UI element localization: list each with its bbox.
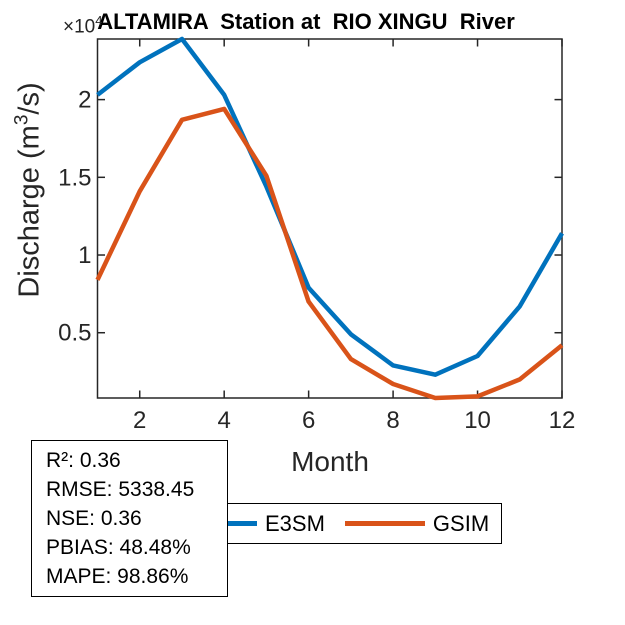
legend-label-gsim: GSIM	[432, 510, 490, 536]
axes-box	[96, 38, 563, 399]
y-axis-label: Discharge (m3/s)	[11, 82, 46, 298]
stat-nse: NSE: 0.36	[46, 507, 142, 530]
multiplier-base: ×10	[63, 16, 96, 38]
x-tick-label: 2	[133, 407, 146, 434]
stats-box: R²: 0.36 RMSE: 5338.45 NSE: 0.36 PBIAS: …	[31, 440, 228, 597]
y-axis-multiplier: ×104	[63, 13, 102, 38]
y-tick-label: 1.5	[58, 164, 91, 191]
x-tick-label: 12	[549, 407, 576, 434]
x-tick-label: 4	[218, 407, 231, 434]
series-line-gsim	[95, 106, 564, 401]
stat-rmse: RMSE: 5338.45	[46, 478, 195, 501]
y-tick-label: 2	[78, 87, 91, 114]
stat-mape: MAPE: 98.86%	[46, 565, 189, 588]
x-tick-label: 10	[464, 407, 491, 434]
stat-r2: R²: 0.36	[46, 449, 121, 472]
x-axis-label: Month	[291, 446, 369, 477]
series-line-e3sm	[96, 36, 564, 377]
y-tick-label: 1	[78, 242, 91, 269]
legend-line-sample-gsim	[344, 521, 425, 526]
chart-title: ALTAMIRA Station at RIO XINGU River	[97, 9, 515, 34]
legend-label-e3sm: E3SM	[265, 510, 325, 536]
legend-item-gsim: GSIM	[344, 510, 490, 537]
x-tick-label: 8	[386, 407, 399, 434]
y-tick-label: 0.5	[58, 320, 91, 347]
stat-pbias: PBIAS: 48.48%	[46, 536, 191, 559]
multiplier-exponent: 4	[95, 13, 103, 28]
x-tick-label: 6	[302, 407, 315, 434]
